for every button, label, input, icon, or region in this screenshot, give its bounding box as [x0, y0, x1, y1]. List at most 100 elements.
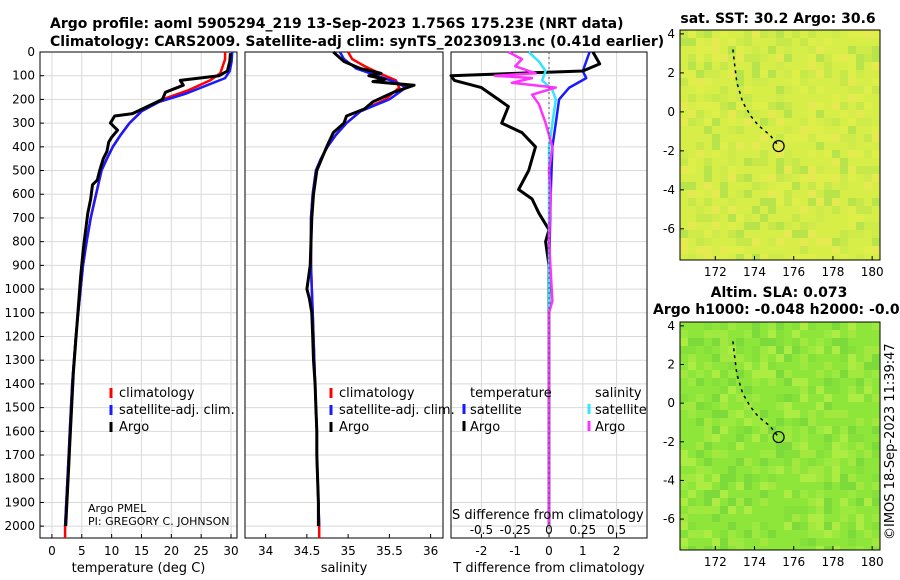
- y-tick-label: 500: [12, 164, 35, 178]
- map-cell: [808, 150, 816, 158]
- map-cell: [840, 426, 848, 434]
- map-cell: [744, 474, 752, 482]
- y-tick-label: 1100: [4, 306, 35, 320]
- map-cell: [848, 174, 856, 182]
- map-cell: [704, 458, 712, 466]
- map-cell: [680, 118, 688, 126]
- map-cell: [704, 30, 712, 38]
- map-cell: [864, 362, 872, 370]
- map-cell: [872, 166, 880, 174]
- series-line-argo: [64, 53, 232, 527]
- map-cell: [752, 102, 760, 110]
- map-cell: [680, 166, 688, 174]
- x-tick-label: 180: [861, 555, 884, 569]
- map-cell: [720, 54, 728, 62]
- map-cell: [712, 70, 720, 78]
- map-cell: [840, 54, 848, 62]
- map-cell: [720, 490, 728, 498]
- map-cell: [784, 46, 792, 54]
- map-cell: [712, 354, 720, 362]
- map-cell: [736, 546, 744, 550]
- map-cell: [800, 450, 808, 458]
- map-cell: [872, 134, 880, 142]
- x-axis-label: T difference from climatology: [452, 561, 645, 576]
- map-cell: [824, 70, 832, 78]
- map-cell: [864, 118, 872, 126]
- y-tick-label: 0: [667, 105, 675, 119]
- map-cell: [792, 338, 800, 346]
- map-cell: [808, 522, 816, 530]
- map-cell: [688, 530, 696, 538]
- map-cell: [688, 190, 696, 198]
- legend-label: Argo: [595, 420, 625, 435]
- map-cell: [856, 230, 864, 238]
- map-cell: [832, 338, 840, 346]
- map-cell: [704, 118, 712, 126]
- map-cell: [712, 46, 720, 54]
- map-cell: [736, 426, 744, 434]
- map-cell: [680, 458, 688, 466]
- map-cell: [840, 166, 848, 174]
- y-tick-label: 0: [27, 45, 35, 59]
- map-cell: [744, 174, 752, 182]
- map-cell: [848, 490, 856, 498]
- map-cell: [760, 490, 768, 498]
- map-cell: [816, 182, 824, 190]
- map-cell: [816, 402, 824, 410]
- map-cell: [696, 530, 704, 538]
- map-cell: [832, 546, 840, 550]
- map-cell: [856, 62, 864, 70]
- map-cell: [688, 338, 696, 346]
- map-cell: [744, 530, 752, 538]
- map-cell: [856, 86, 864, 94]
- map-cell: [840, 78, 848, 86]
- map-cell: [848, 150, 856, 158]
- map-cell: [728, 174, 736, 182]
- map-cell: [776, 354, 784, 362]
- map-cell: [744, 254, 752, 260]
- map-cell: [832, 330, 840, 338]
- map-cell: [824, 442, 832, 450]
- map-cell: [792, 490, 800, 498]
- map-cell: [768, 338, 776, 346]
- map-cell: [720, 338, 728, 346]
- map-cell: [784, 102, 792, 110]
- map-cell: [848, 522, 856, 530]
- map-cell: [824, 238, 832, 246]
- map-cell: [768, 362, 776, 370]
- map-cell: [856, 378, 864, 386]
- map-cell: [856, 546, 864, 550]
- map-cell: [848, 538, 856, 546]
- map-cell: [736, 370, 744, 378]
- map-cell: [704, 214, 712, 222]
- map-cell: [688, 346, 696, 354]
- map-cell: [736, 70, 744, 78]
- map-cell: [872, 538, 880, 546]
- y-tick-label: 1700: [4, 448, 35, 462]
- map-cell: [848, 370, 856, 378]
- map-cell: [816, 426, 824, 434]
- series-line-climatology: [309, 51, 401, 538]
- series-line-s-argo: [493, 50, 558, 527]
- map-cell: [856, 458, 864, 466]
- map-cell: [784, 450, 792, 458]
- map-cell: [856, 394, 864, 402]
- x-tick-label: 176: [782, 265, 805, 279]
- map-cell: [696, 206, 704, 214]
- map-cell: [872, 198, 880, 206]
- sst-map-title: sat. SST: 30.2 Argo: 30.6: [680, 11, 875, 27]
- map-cell: [776, 54, 784, 62]
- map-cell: [872, 418, 880, 426]
- map-cell: [696, 394, 704, 402]
- map-cell: [728, 110, 736, 118]
- map-cell: [768, 378, 776, 386]
- map-cell: [712, 394, 720, 402]
- map-cell: [720, 254, 728, 260]
- map-cell: [752, 434, 760, 442]
- map-cell: [728, 206, 736, 214]
- map-cell: [704, 46, 712, 54]
- map-cell: [840, 254, 848, 260]
- map-cell: [728, 322, 736, 330]
- map-cell: [728, 166, 736, 174]
- map-cell: [784, 166, 792, 174]
